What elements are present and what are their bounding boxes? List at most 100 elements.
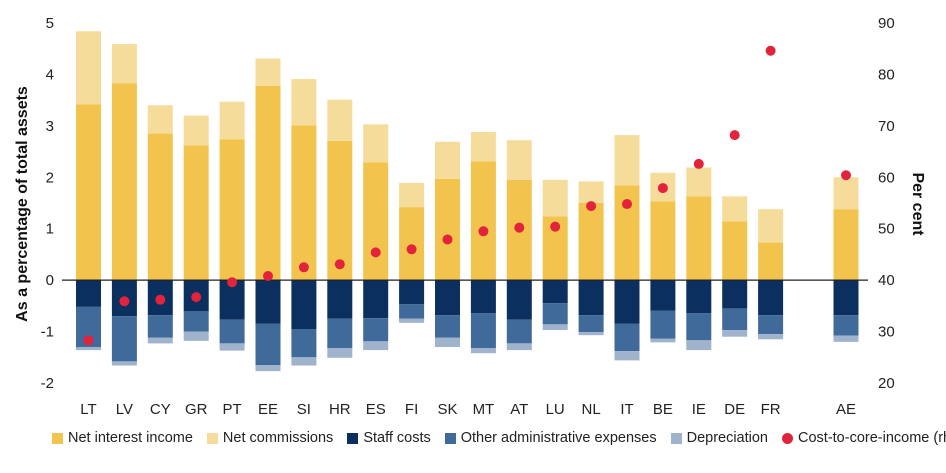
bar-segment <box>255 58 281 86</box>
legend-label: Staff costs <box>363 430 431 446</box>
legend-item-cost-to-core-income: Cost-to-core-income (rhs) <box>782 430 946 446</box>
bar-segment <box>435 337 460 347</box>
x-tick-label: LT <box>80 401 96 418</box>
legend-swatch <box>206 432 218 444</box>
data-point <box>622 199 632 210</box>
bar-segment <box>614 135 640 186</box>
x-tick-label: FR <box>761 401 781 418</box>
y-axis-title-right: Per cent <box>909 172 926 236</box>
bar-segment <box>435 178 460 281</box>
bar-segment <box>686 167 712 197</box>
legend-label: Cost-to-core-income (rhs) <box>798 430 946 446</box>
data-point <box>191 292 202 303</box>
x-tick-label: IE <box>692 401 706 418</box>
bar-segment <box>614 323 640 352</box>
x-tick-label: DE <box>724 401 745 418</box>
y-right-tick-label: 70 <box>878 118 895 135</box>
legend: Net interest income Net commissions Staf… <box>52 430 946 446</box>
bar-segment <box>255 323 281 365</box>
x-tick-label: PT <box>223 401 242 418</box>
bar-segment <box>650 201 676 281</box>
data-point <box>478 226 489 237</box>
bar-segment <box>542 179 568 217</box>
bar-segment <box>363 341 389 351</box>
bar-segment <box>833 315 859 336</box>
bar-segment <box>399 207 425 281</box>
bar-segment <box>219 343 245 351</box>
bar-segment <box>76 347 101 351</box>
data-point <box>406 244 417 255</box>
bar-segment <box>111 361 137 366</box>
legend-swatch <box>670 432 682 444</box>
data-point <box>119 296 130 307</box>
bar-segment <box>219 319 245 344</box>
left-axis-ticks: -2 -1 0 1 2 3 4 5 <box>41 15 54 392</box>
bar-segment <box>363 280 389 319</box>
bar-segment <box>686 313 712 341</box>
bar-segment <box>758 242 784 281</box>
bar-segment <box>435 280 460 316</box>
data-point <box>370 247 381 258</box>
x-axis-labels: LT LV CY GR PT EE SI HR ES FI SK MT AT LU NL IT BE IE DE FR… <box>80 401 856 418</box>
y-tick-label: 2 <box>46 169 54 186</box>
y-right-tick-label: 30 <box>878 324 895 341</box>
legend-swatch <box>52 432 63 444</box>
data-point <box>334 259 345 270</box>
y-right-tick-label: 60 <box>878 169 895 186</box>
bar-segment <box>291 79 317 126</box>
legend-item-depreciation: Depreciation <box>670 430 769 446</box>
bar-segment <box>183 311 209 332</box>
bar-segment <box>327 348 353 358</box>
bar-segment <box>506 343 532 351</box>
bar-segment <box>833 280 859 316</box>
bar-segment <box>147 133 173 281</box>
bar-segment <box>506 319 532 344</box>
bar-segment <box>435 315 460 338</box>
bar-segment <box>542 303 568 325</box>
x-tick-label: LU <box>546 401 565 418</box>
bar-segment <box>506 140 532 180</box>
bar-segment <box>833 177 859 210</box>
bar-segment <box>291 329 317 358</box>
y-right-tick-label: 90 <box>878 15 895 32</box>
bar-segment <box>722 221 748 281</box>
x-tick-label: HR <box>329 401 351 418</box>
data-point <box>514 222 525 233</box>
x-tick-label: AE <box>836 401 856 418</box>
data-point <box>442 234 453 245</box>
legend-label: Other administrative expenses <box>460 430 657 446</box>
bar-segment <box>686 196 712 281</box>
y-tick-label: 3 <box>46 118 54 135</box>
y-axis-title-left: As a percentage of total assets <box>14 86 31 322</box>
bar-segment <box>219 101 245 140</box>
bar-segment <box>614 351 640 361</box>
x-tick-label: FI <box>405 401 418 418</box>
bar-segment <box>758 209 784 243</box>
legend-label: Net interest income <box>68 430 193 446</box>
legend-marker <box>782 432 794 444</box>
data-point <box>298 262 309 273</box>
bar-segment <box>327 280 353 319</box>
bar-segment <box>833 335 859 342</box>
bar-segment <box>686 340 712 351</box>
bar-segment <box>578 280 604 316</box>
bar-segment <box>76 31 101 105</box>
x-tick-label: MT <box>473 401 495 418</box>
bar-segment <box>147 105 173 134</box>
y-right-tick-label: 80 <box>878 66 895 83</box>
data-point <box>586 201 597 212</box>
bar-segment <box>722 196 748 222</box>
bar-segment <box>147 315 173 338</box>
bar-segment <box>722 280 748 309</box>
bar-segment <box>219 139 245 281</box>
x-tick-label: ES <box>366 401 386 418</box>
data-point <box>657 183 668 194</box>
legend-item-other-admin-expenses: Other administrative expenses <box>444 430 657 446</box>
bar-segment <box>327 318 353 349</box>
bar-segment <box>470 280 496 314</box>
bar-segment <box>363 162 389 281</box>
bar-segment <box>722 330 748 337</box>
legend-label: Depreciation <box>686 430 769 446</box>
bar-segment <box>650 280 676 311</box>
y-tick-label: -1 <box>41 324 54 341</box>
